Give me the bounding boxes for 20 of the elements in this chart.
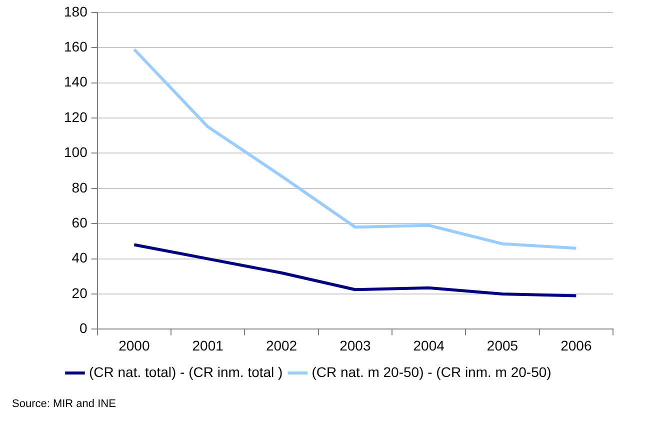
y-tick-label: 0 — [80, 320, 88, 336]
y-tick-label: 20 — [72, 284, 88, 301]
y-tick-label: 180 — [64, 3, 88, 20]
legend-label: (CR nat. total) - (CR inm. total ) — [89, 364, 283, 380]
y-tick-label: 100 — [64, 144, 88, 160]
source-note: Source: MIR and INE — [12, 398, 116, 410]
x-tick-label: 2000 — [118, 337, 150, 354]
x-tick-label: 2003 — [340, 337, 371, 354]
x-tick-label: 2005 — [486, 337, 518, 354]
x-tick-label: 2006 — [560, 337, 592, 354]
y-tick-label: 120 — [64, 108, 88, 125]
y-tick-label: 40 — [72, 250, 88, 266]
legend-label: (CR nat. m 20-50) - (CR inm. m 20-50) — [312, 364, 552, 380]
x-tick-label: 2001 — [192, 337, 224, 354]
y-tick-label: 60 — [72, 214, 88, 230]
x-tick-label: 2004 — [413, 337, 445, 354]
y-tick-label: 160 — [64, 38, 88, 54]
y-tick-label: 80 — [72, 179, 88, 196]
y-tick-label: 140 — [64, 74, 88, 90]
x-tick-label: 2002 — [266, 337, 298, 354]
